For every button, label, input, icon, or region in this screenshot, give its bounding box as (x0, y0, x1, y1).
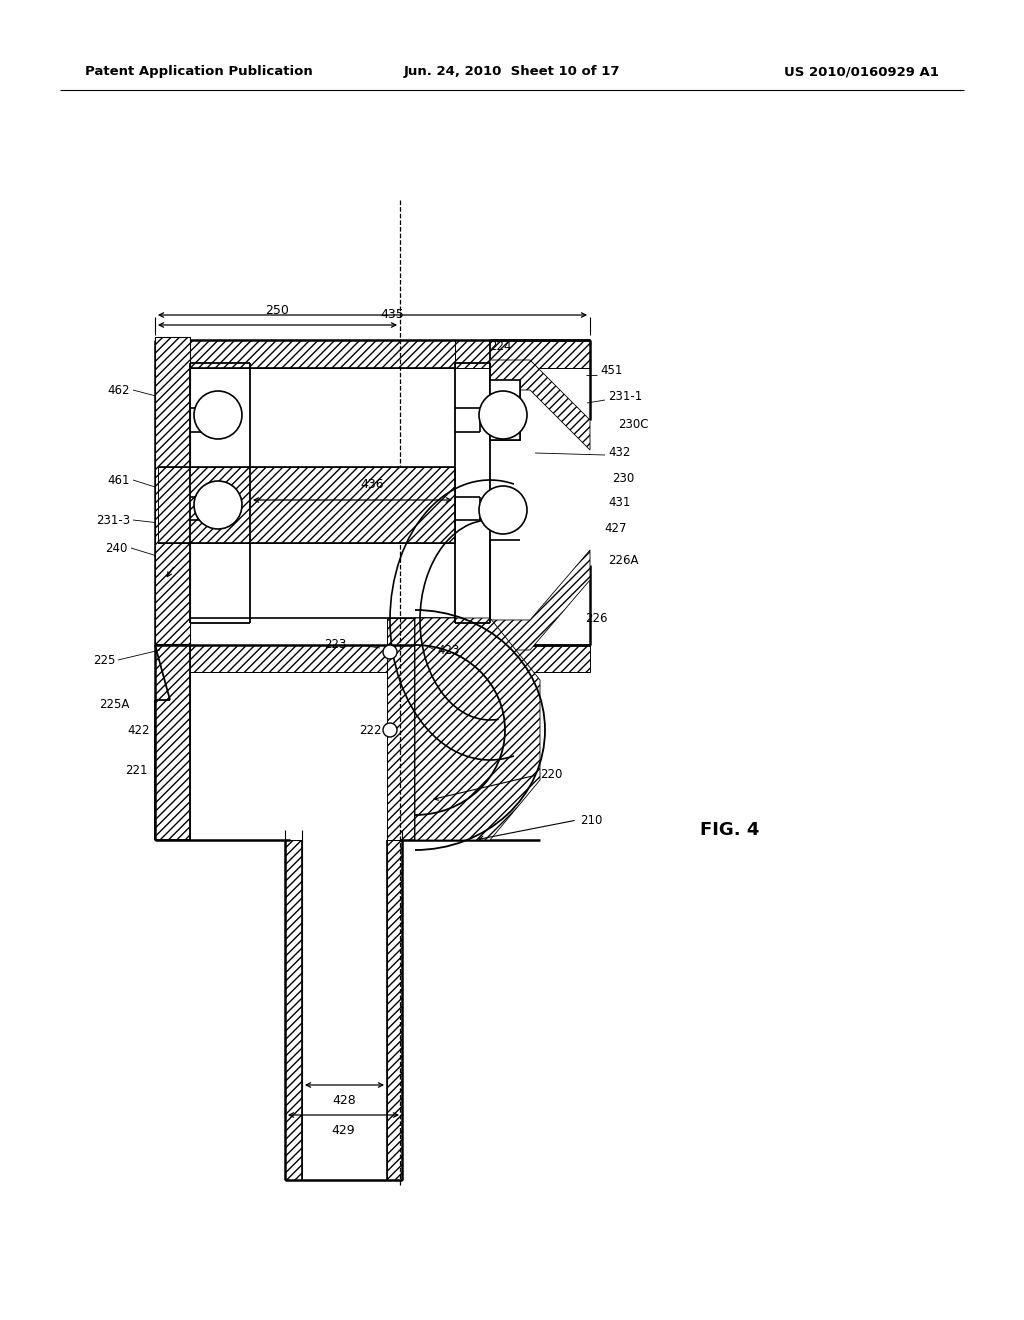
Text: 436: 436 (360, 479, 384, 491)
Text: 432: 432 (608, 446, 631, 458)
Text: 226: 226 (585, 611, 607, 624)
Text: 429: 429 (331, 1125, 354, 1138)
Bar (155, 645, 190, 840)
Bar (490, 380, 520, 440)
Bar (455, 645, 590, 672)
Circle shape (479, 391, 527, 440)
Text: 423: 423 (437, 644, 460, 656)
Text: 221: 221 (126, 763, 148, 776)
Polygon shape (490, 550, 590, 649)
Text: 230: 230 (612, 471, 634, 484)
Bar (158, 467, 455, 543)
Text: 231-1: 231-1 (608, 391, 642, 404)
Text: 435: 435 (380, 309, 403, 322)
Circle shape (194, 480, 242, 529)
Text: 462: 462 (108, 384, 130, 396)
Text: 220: 220 (540, 768, 562, 781)
Circle shape (383, 645, 397, 659)
Circle shape (479, 486, 527, 535)
Bar (455, 341, 590, 368)
Circle shape (194, 391, 242, 440)
Text: 226A: 226A (608, 553, 639, 566)
Text: 427: 427 (604, 521, 627, 535)
Text: 428: 428 (332, 1094, 356, 1107)
Text: Patent Application Publication: Patent Application Publication (85, 66, 312, 78)
Text: 225: 225 (92, 653, 115, 667)
Text: Jun. 24, 2010  Sheet 10 of 17: Jun. 24, 2010 Sheet 10 of 17 (403, 66, 621, 78)
Text: 230C: 230C (618, 418, 648, 432)
Bar (490, 380, 520, 440)
Bar (155, 337, 190, 644)
Text: 224: 224 (488, 341, 511, 354)
Text: FIG. 4: FIG. 4 (700, 821, 760, 840)
Text: 250: 250 (265, 304, 289, 317)
Circle shape (383, 723, 397, 737)
Text: 431: 431 (608, 496, 631, 510)
Polygon shape (490, 360, 590, 450)
Text: US 2010/0160929 A1: US 2010/0160929 A1 (784, 66, 939, 78)
Text: 223: 223 (324, 639, 346, 652)
Bar (387, 840, 402, 1180)
Bar (285, 840, 302, 1180)
Text: 422: 422 (128, 723, 150, 737)
Bar (387, 618, 415, 840)
Text: 240: 240 (105, 541, 128, 554)
Text: 451: 451 (600, 363, 623, 376)
Text: 231-3: 231-3 (96, 513, 130, 527)
Text: 225A: 225A (99, 698, 130, 711)
Text: 461: 461 (108, 474, 130, 487)
Bar (155, 341, 455, 368)
Text: 210: 210 (580, 813, 602, 826)
Polygon shape (415, 618, 540, 840)
Bar (155, 645, 455, 672)
Text: 222: 222 (358, 723, 381, 737)
